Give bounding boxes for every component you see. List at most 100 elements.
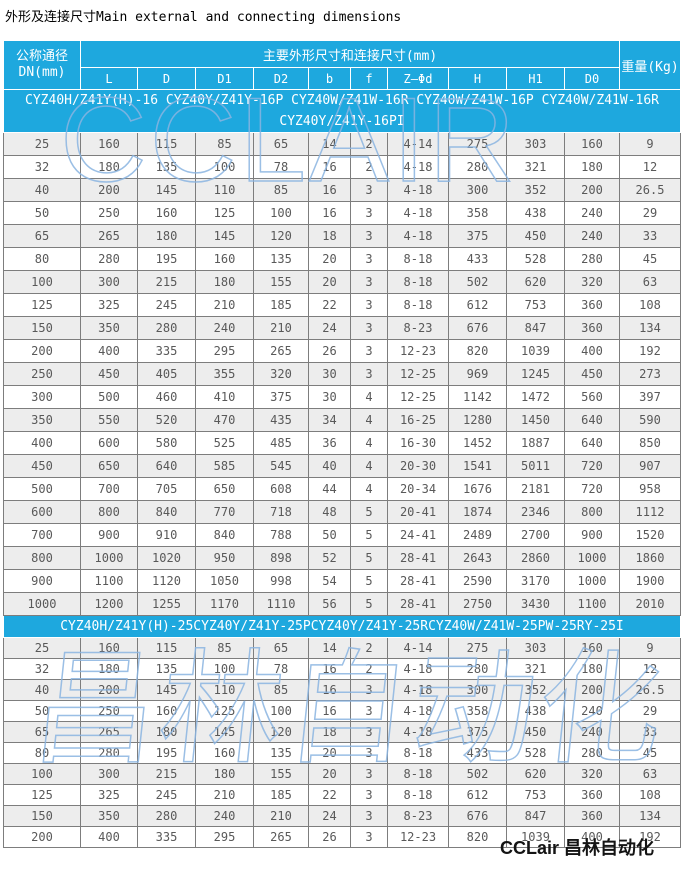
table-cell: 22	[308, 293, 351, 317]
table-cell: 195	[137, 247, 196, 271]
table-cell: 718	[253, 500, 309, 524]
table-row: 32 180 135 100 78 16 2 4-18 280 321 180 12	[3, 155, 681, 179]
table-cell: 640	[137, 454, 196, 478]
table-cell: 24-41	[387, 523, 449, 547]
table-cell: 840	[195, 523, 254, 547]
table-cell: 63	[619, 763, 681, 785]
brand-label: CCLair 昌林自动化	[500, 838, 655, 858]
table-cell: 969	[448, 362, 507, 386]
table-cell: 145	[195, 721, 254, 743]
table-cell: 250	[80, 700, 138, 722]
table-cell: 275	[448, 637, 507, 659]
table-cell: 950	[195, 546, 254, 570]
table-cell: 5011	[506, 454, 565, 478]
table-row: 32 180 135 100 78 16 2 4-18 280 321 180 12	[3, 658, 681, 680]
table-cell: 753	[506, 293, 565, 317]
col-header: f	[350, 67, 388, 90]
col-header: D2	[253, 67, 309, 90]
table-row: 1000 1200 1255 1170 1110 56 5 28-41 2750 3430 1100…	[3, 592, 681, 616]
table-cell: 280	[137, 316, 196, 340]
table-cell: 85	[253, 178, 309, 202]
table-cell: 28-41	[387, 592, 449, 616]
table-cell: 1676	[448, 477, 507, 501]
table-cell: 650	[195, 477, 254, 501]
table-cell: 155	[253, 763, 309, 785]
table-cell: 33	[619, 224, 681, 248]
table-cell: 321	[506, 155, 565, 179]
table-cell: 1000	[80, 546, 138, 570]
table-cell: 500	[3, 477, 81, 501]
table-cell: 45	[619, 742, 681, 764]
col-header-main-dimensions: 主要外形尺寸和连接尺寸(mm)	[80, 40, 620, 68]
section-banner-text: CYZ40H/Z41Y(H)-16 CYZ40Y/Z41Y-16P CYZ40W…	[3, 89, 681, 133]
table-row: 800 1000 1020 950 898 52 5 28-41 2643 2860 1000 186…	[3, 546, 681, 570]
table-cell: 788	[253, 523, 309, 547]
table-cell: 100	[195, 658, 254, 680]
table-cell: 215	[137, 270, 196, 294]
col-header: L	[80, 67, 138, 90]
table-cell: 450	[506, 224, 565, 248]
table-cell: 2	[350, 155, 388, 179]
table-cell: 20	[308, 742, 351, 764]
table-cell: 300	[3, 385, 81, 409]
table-cell: 320	[253, 362, 309, 386]
table-cell: 8-18	[387, 742, 449, 764]
table-cell: 180	[80, 658, 138, 680]
table-row: 200 400 335 295 265 26 3 12-23 820 1039 400 192	[3, 339, 681, 363]
table-cell: 550	[80, 408, 138, 432]
table-cell: 360	[564, 784, 620, 806]
table-cell: 265	[80, 721, 138, 743]
table-row: 500 700 705 650 608 44 4 20-34 1676 2181 720 958	[3, 477, 681, 501]
col-header: H	[448, 67, 507, 90]
table-cell: 44	[308, 477, 351, 501]
table-cell: 24	[308, 316, 351, 340]
table-cell: 325	[80, 784, 138, 806]
table-cell: 16-25	[387, 408, 449, 432]
table-cell: 210	[253, 316, 309, 340]
table-cell: 1452	[448, 431, 507, 455]
table-cell: 245	[137, 293, 196, 317]
table-cell: 3	[350, 224, 388, 248]
table-cell: 958	[619, 477, 681, 501]
table-cell: 1000	[564, 569, 620, 593]
table-cell: 250	[80, 201, 138, 225]
table-row: 900 1100 1120 1050 998 54 5 28-41 2590 3170 1000 19…	[3, 569, 681, 593]
table-cell: 847	[506, 316, 565, 340]
table-cell: 3	[350, 270, 388, 294]
table-cell: 998	[253, 569, 309, 593]
table-cell: 676	[448, 805, 507, 827]
table-cell: 108	[619, 293, 681, 317]
section-banner: CYZ40H/Z41Y(H)-16 CYZ40Y/Z41Y-16P CYZ40W…	[3, 89, 681, 133]
table-cell: 720	[564, 454, 620, 478]
table-cell: 676	[448, 316, 507, 340]
table-cell: 180	[195, 270, 254, 294]
table-cell: 5	[350, 523, 388, 547]
table-cell: 3	[350, 362, 388, 386]
table-cell: 1100	[80, 569, 138, 593]
table-cell: 438	[506, 201, 565, 225]
table-cell: 4-14	[387, 637, 449, 659]
table-cell: 5	[350, 500, 388, 524]
table-cell: 400	[564, 339, 620, 363]
table-cell: 265	[80, 224, 138, 248]
table-cell: 145	[137, 178, 196, 202]
table-cell: 210	[195, 293, 254, 317]
dimensions-table: 公称通径 DN(mm) 主要外形尺寸和连接尺寸(mm) 重量(Kg) L D D1 D…	[3, 40, 681, 848]
table-row: 300 500 460 410 375 30 4 12-25 1142 1472 560 397	[3, 385, 681, 409]
table-cell: 4-18	[387, 224, 449, 248]
table-cell: 145	[195, 224, 254, 248]
col-header-weight: 重量(Kg)	[619, 40, 681, 90]
table-cell: 335	[137, 826, 196, 848]
table-cell: 3	[350, 700, 388, 722]
table-cell: 100	[3, 763, 81, 785]
table-cell: 250	[3, 362, 81, 386]
table-cell: 1120	[137, 569, 196, 593]
table-cell: 125	[195, 700, 254, 722]
table-cell: 20	[308, 270, 351, 294]
table-cell: 820	[448, 339, 507, 363]
table-row: 50 250 160 125 100 16 3 4-18 358 438 240 29	[3, 201, 681, 225]
table-cell: 560	[564, 385, 620, 409]
table-row: 125 325 245 210 185 22 3 8-18 612 753 360 108	[3, 784, 681, 806]
table-cell: 280	[137, 805, 196, 827]
table-cell: 210	[253, 805, 309, 827]
